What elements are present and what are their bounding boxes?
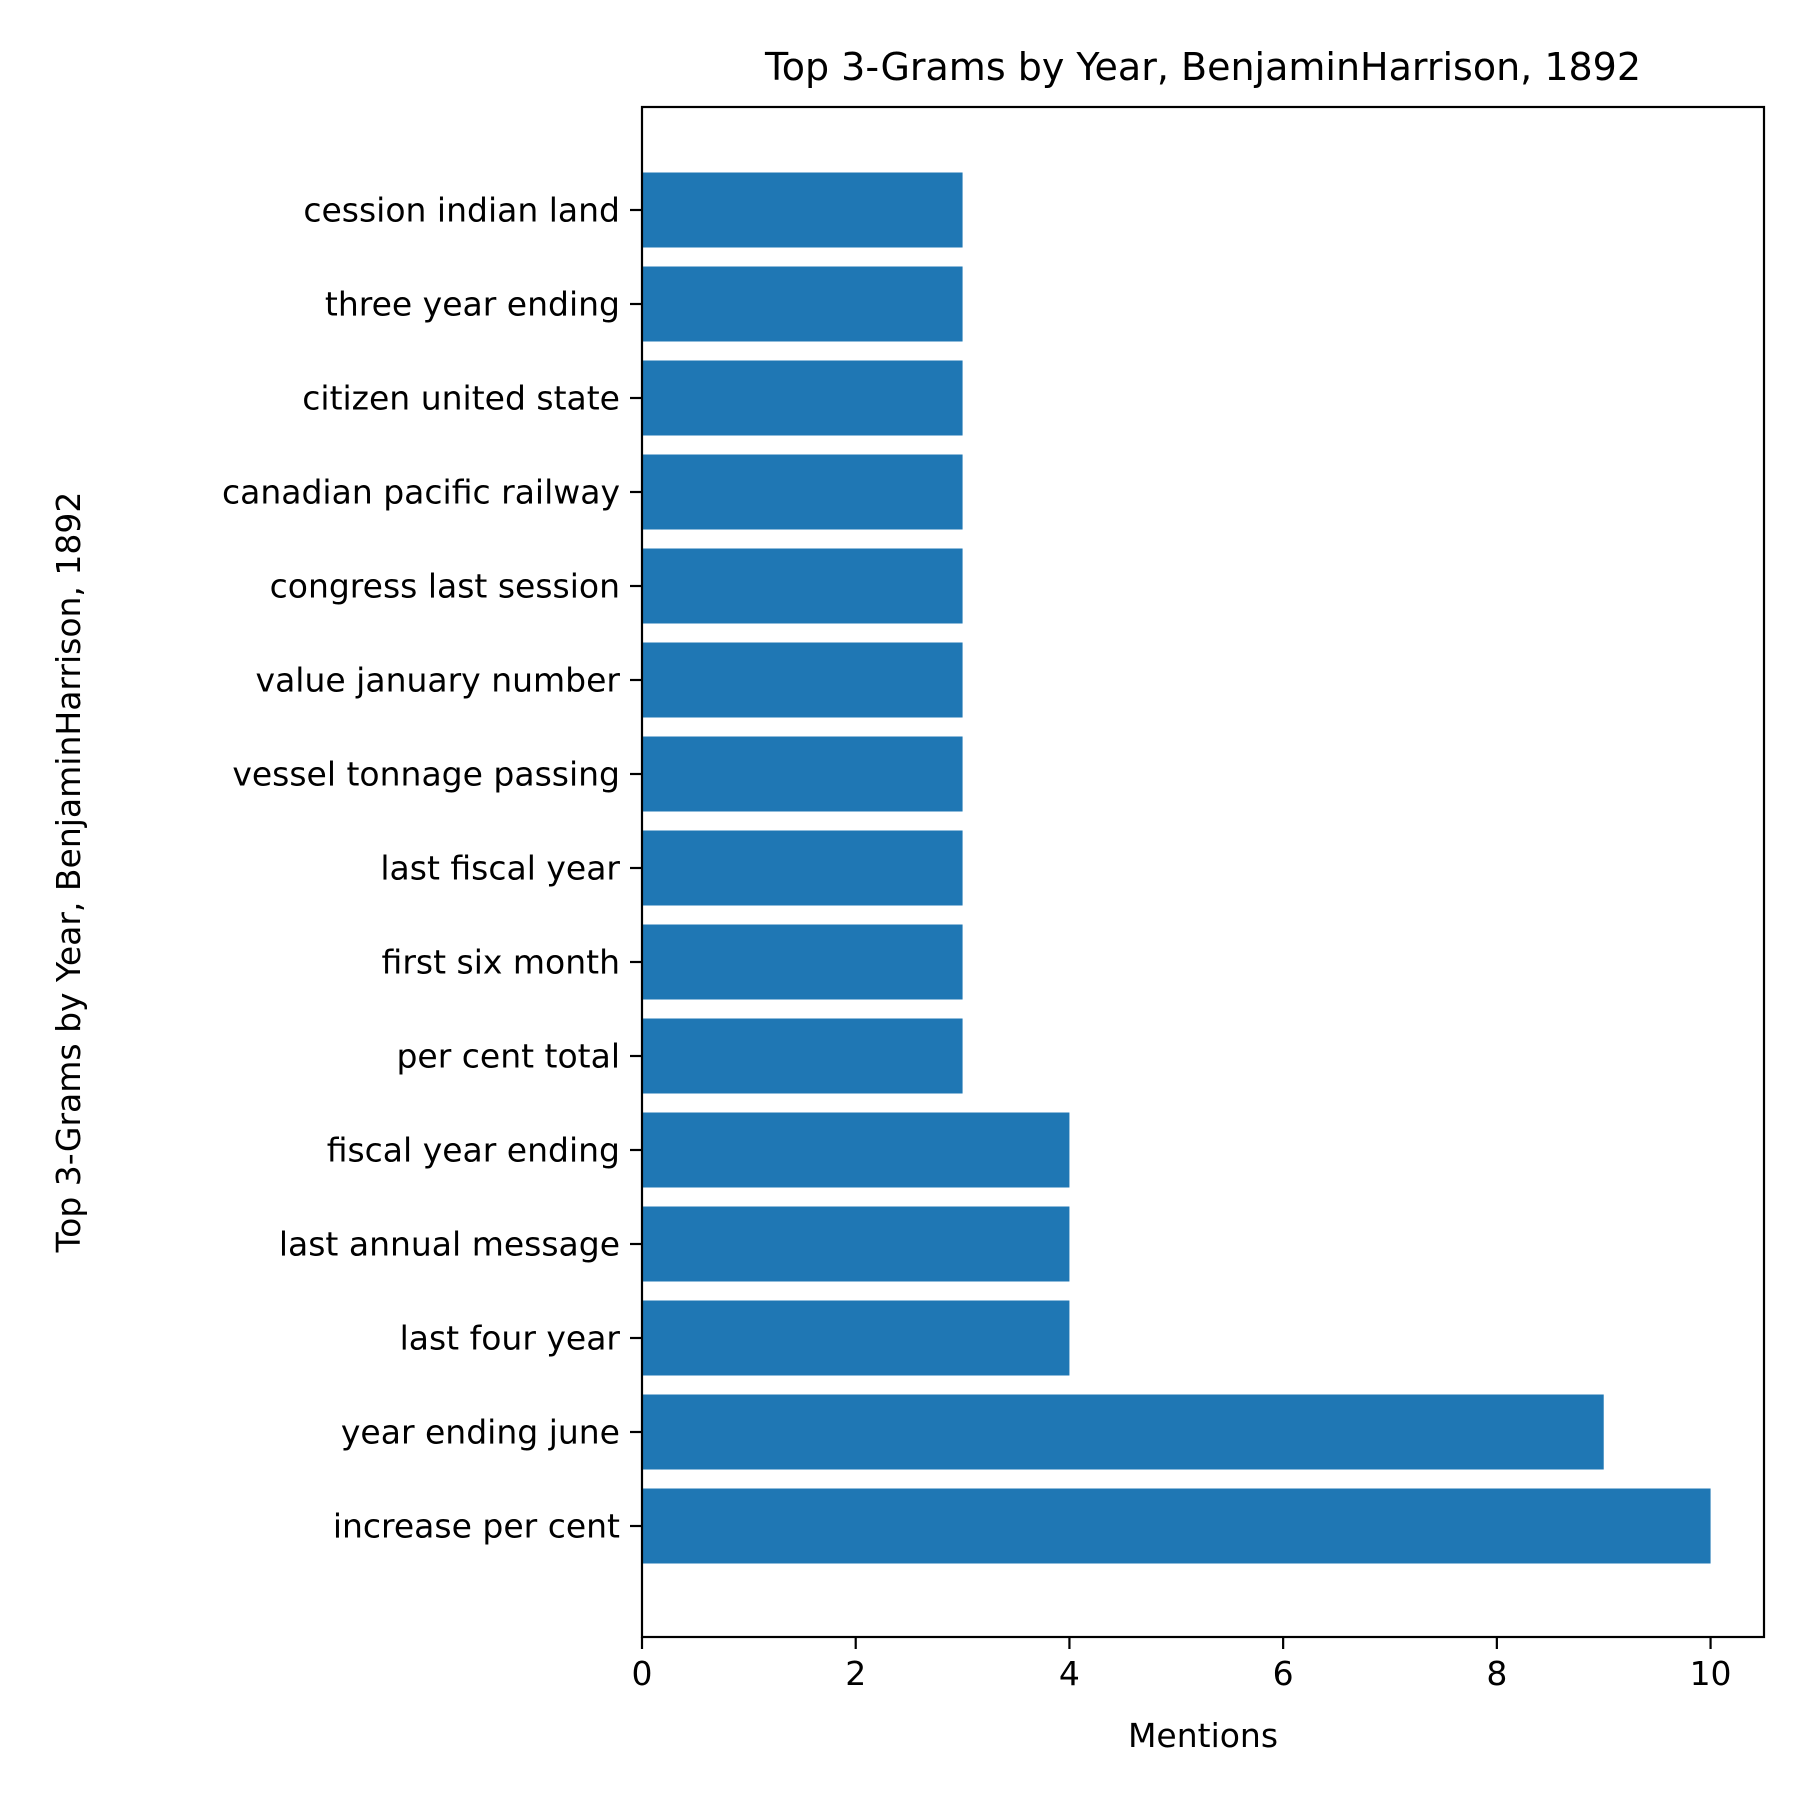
y-tick-label: fiscal year ending [327,1131,620,1170]
bar [642,1300,1070,1376]
bar [642,736,963,812]
x-tick-label: 8 [1486,1654,1507,1693]
x-tick-label: 0 [632,1654,653,1693]
x-ticks-group: 0 2 4 6 8 10 [632,1637,1732,1693]
plot-frame [640,105,1766,1639]
y-tick-label: last annual message [279,1225,620,1264]
bar [642,548,963,624]
bar [642,1394,1604,1470]
y-tick-label: vessel tonnage passing [232,755,620,794]
y-ticks-group: increase per cent year ending june last fo… [222,191,642,1546]
y-tick-label: increase per cent [333,1507,620,1546]
chart-title: Top 3-Grams by Year, BenjaminHarrison, 1… [764,45,1641,89]
bar [642,924,963,1000]
bar [642,266,963,342]
x-axis-label: Mentions [1128,1716,1278,1755]
bar [642,172,963,248]
bar [642,360,963,436]
y-tick-label: congress last session [270,567,620,606]
x-tick-label: 2 [845,1654,866,1693]
y-tick-label: citizen united state [302,379,620,418]
bar [642,1488,1711,1564]
bar [642,454,963,530]
x-tick-label: 4 [1059,1654,1080,1693]
x-tick-label: 10 [1690,1654,1732,1693]
bar [642,1112,1070,1188]
y-tick-label: year ending june [341,1413,620,1452]
bar [642,1018,963,1094]
bars-group [642,172,1711,1564]
bar [642,1206,1070,1282]
y-tick-label: last fiscal year [380,849,620,888]
y-tick-label: canadian pacific railway [222,473,620,512]
bar [642,830,963,906]
y-tick-label: cession indian land [303,191,620,230]
y-axis-label: Top 3-Grams by Year, BenjaminHarrison, 1… [49,492,88,1254]
x-tick-label: 6 [1273,1654,1294,1693]
bar [642,642,963,718]
y-tick-label: value january number [256,661,621,700]
y-tick-label: per cent total [396,1037,620,1076]
y-tick-label: last four year [400,1319,621,1358]
y-tick-label: first six month [382,943,620,982]
y-tick-label: three year ending [325,285,620,324]
